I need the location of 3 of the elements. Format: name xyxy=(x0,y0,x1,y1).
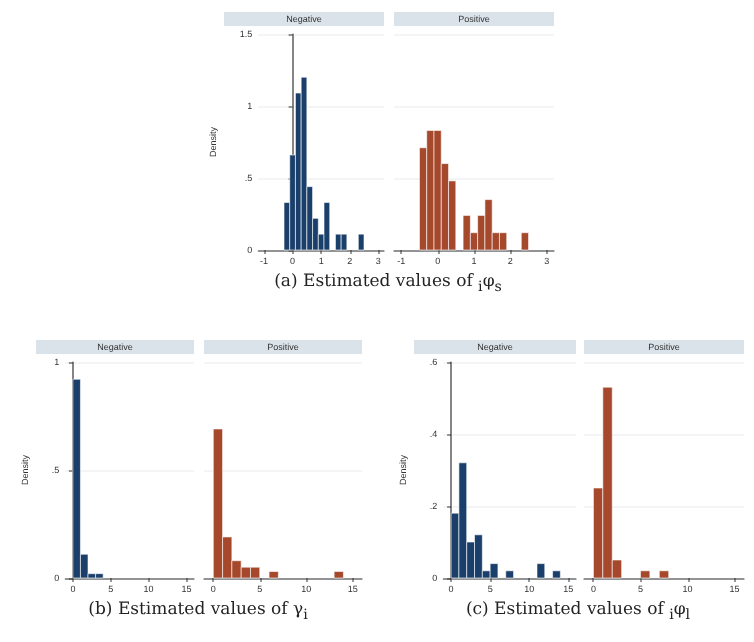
text: (b) Estimated values of γ$_{i}$ xyxy=(88,600,308,624)
text: (a) Estimated values of $_{i}$φ$_{s}$ xyxy=(274,272,502,296)
text: (c) Estimated values of $_{i}$φ$_{l}$ xyxy=(465,600,691,624)
